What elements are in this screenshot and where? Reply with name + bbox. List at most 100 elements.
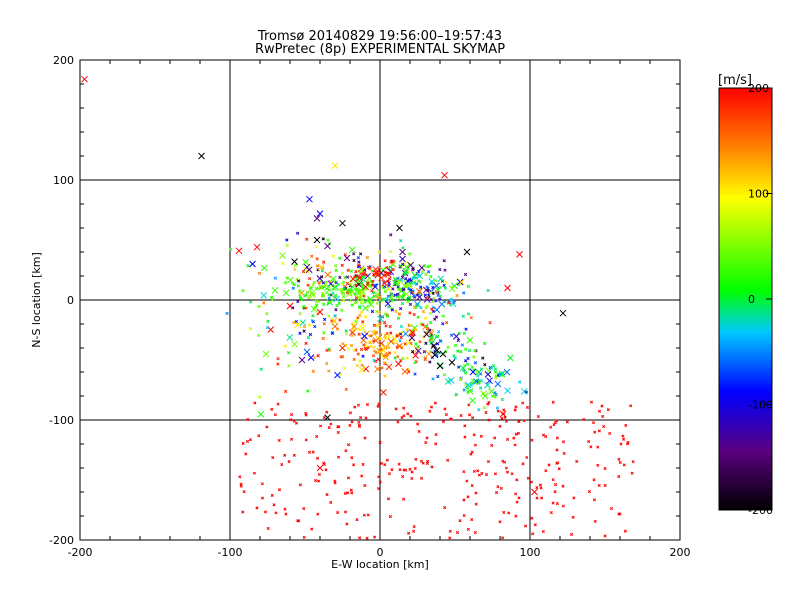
small-point bbox=[396, 316, 401, 320]
small-point bbox=[571, 515, 575, 519]
large-point bbox=[531, 488, 538, 496]
small-point bbox=[308, 285, 313, 290]
large-point bbox=[494, 380, 502, 388]
small-point bbox=[495, 406, 500, 410]
small-point bbox=[601, 414, 605, 419]
small-point bbox=[535, 485, 539, 490]
small-point bbox=[302, 329, 306, 333]
small-point bbox=[422, 350, 427, 354]
small-point bbox=[428, 320, 433, 325]
small-point bbox=[327, 292, 331, 297]
small-point bbox=[366, 513, 370, 517]
small-point bbox=[308, 450, 312, 454]
small-point bbox=[429, 274, 433, 279]
chart-title-line2: RwPretec (8p) EXPERIMENTAL SKYMAP bbox=[255, 42, 505, 57]
small-point bbox=[411, 276, 415, 280]
large-point bbox=[361, 332, 368, 340]
small-point bbox=[280, 462, 284, 467]
small-point bbox=[285, 238, 289, 242]
small-point bbox=[315, 435, 319, 439]
small-point bbox=[366, 298, 370, 303]
small-point bbox=[555, 448, 559, 452]
small-point bbox=[344, 331, 349, 336]
small-point bbox=[396, 276, 400, 281]
large-point bbox=[423, 296, 431, 303]
small-point bbox=[398, 468, 402, 472]
small-point bbox=[244, 452, 248, 456]
small-point bbox=[467, 348, 472, 353]
colorbar bbox=[718, 87, 773, 511]
large-point bbox=[249, 260, 256, 268]
small-point bbox=[470, 483, 474, 488]
small-point bbox=[470, 450, 474, 454]
small-point bbox=[407, 370, 411, 374]
small-point bbox=[401, 475, 405, 479]
small-point bbox=[409, 285, 413, 289]
large-point bbox=[267, 326, 275, 334]
small-point bbox=[306, 335, 311, 340]
small-point bbox=[617, 457, 621, 461]
small-point bbox=[470, 365, 474, 369]
small-point bbox=[276, 362, 280, 366]
small-point bbox=[383, 284, 387, 289]
large-point bbox=[313, 236, 321, 244]
large-point bbox=[350, 323, 358, 330]
small-point bbox=[255, 506, 259, 510]
small-point bbox=[266, 319, 270, 323]
small-point bbox=[436, 330, 441, 334]
large-point bbox=[428, 333, 436, 341]
small-point bbox=[513, 443, 517, 447]
small-point bbox=[493, 367, 498, 371]
small-point bbox=[462, 291, 466, 295]
small-point bbox=[572, 496, 576, 500]
small-point bbox=[352, 348, 356, 352]
small-point bbox=[260, 496, 265, 500]
small-point bbox=[350, 303, 354, 307]
small-point bbox=[477, 380, 482, 384]
data-points bbox=[81, 75, 635, 540]
y-tick-label: 100 bbox=[53, 174, 74, 187]
small-point bbox=[466, 356, 470, 361]
small-point bbox=[427, 293, 431, 298]
small-point bbox=[618, 460, 622, 464]
small-point bbox=[555, 502, 559, 506]
small-point bbox=[358, 252, 363, 256]
small-point bbox=[352, 357, 356, 361]
small-point bbox=[387, 472, 392, 476]
small-point bbox=[321, 237, 325, 241]
small-point bbox=[443, 407, 447, 411]
small-point bbox=[340, 271, 345, 275]
small-point bbox=[416, 422, 420, 426]
small-point bbox=[443, 300, 447, 304]
large-point bbox=[262, 350, 270, 358]
small-point bbox=[394, 309, 398, 313]
small-point bbox=[265, 311, 269, 316]
small-point bbox=[362, 343, 366, 347]
small-point bbox=[412, 293, 416, 298]
small-point bbox=[400, 301, 405, 306]
small-point bbox=[364, 416, 368, 420]
small-point bbox=[455, 530, 460, 535]
small-point bbox=[293, 267, 297, 272]
large-point bbox=[559, 309, 567, 317]
small-point bbox=[274, 511, 278, 515]
small-point bbox=[428, 328, 432, 332]
small-point bbox=[438, 267, 442, 272]
small-point bbox=[371, 279, 375, 283]
small-point bbox=[359, 310, 364, 314]
small-point bbox=[370, 283, 375, 287]
small-point bbox=[383, 289, 387, 294]
small-point bbox=[377, 267, 381, 271]
large-point bbox=[286, 334, 294, 341]
small-point bbox=[361, 320, 365, 324]
large-point bbox=[520, 388, 528, 395]
small-point bbox=[434, 290, 438, 294]
small-point bbox=[419, 285, 423, 289]
small-point bbox=[555, 419, 559, 423]
small-point bbox=[525, 405, 530, 409]
small-point bbox=[317, 281, 321, 285]
small-point bbox=[306, 389, 310, 393]
small-point bbox=[364, 344, 368, 348]
large-point bbox=[412, 352, 419, 359]
large-point bbox=[287, 276, 294, 284]
